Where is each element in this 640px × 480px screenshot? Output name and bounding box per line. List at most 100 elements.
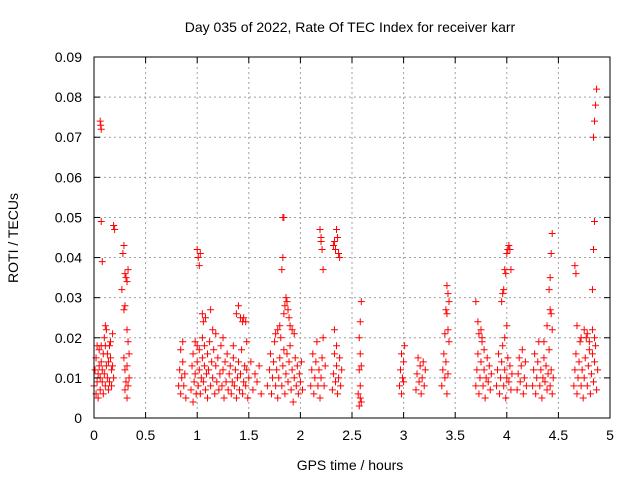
data-point — [503, 322, 511, 330]
x-tick-label: 3.5 — [445, 427, 465, 443]
data-point — [577, 334, 585, 342]
x-tick-label: 0 — [90, 427, 98, 443]
data-point — [283, 350, 291, 358]
data-point — [499, 290, 507, 298]
data-point — [121, 302, 129, 310]
data-point — [336, 254, 344, 262]
data-point — [441, 330, 449, 338]
data-point — [589, 378, 597, 386]
data-point — [189, 350, 197, 358]
data-point — [484, 378, 492, 386]
data-point — [547, 250, 555, 258]
data-point — [265, 366, 273, 374]
data-point — [501, 266, 509, 274]
data-point — [209, 326, 217, 334]
data-point — [591, 117, 599, 125]
data-point — [400, 378, 408, 386]
data-point — [282, 294, 290, 302]
data-point — [280, 310, 288, 318]
data-point — [121, 270, 129, 278]
data-point — [395, 382, 403, 390]
data-point — [416, 362, 424, 370]
data-point — [442, 358, 450, 366]
data-point — [585, 338, 593, 346]
data-point — [355, 402, 363, 410]
data-point — [473, 366, 481, 374]
data-point — [482, 374, 490, 382]
data-point — [522, 382, 530, 390]
data-point — [498, 358, 506, 366]
data-point — [538, 394, 546, 402]
data-point — [357, 298, 365, 306]
data-point — [97, 125, 105, 133]
data-point — [272, 382, 280, 390]
data-point — [218, 382, 226, 390]
data-point — [476, 374, 484, 382]
data-point — [200, 362, 208, 370]
data-point — [308, 366, 316, 374]
data-point — [401, 342, 409, 350]
data-point — [398, 350, 406, 358]
data-point — [474, 350, 482, 358]
data-point — [189, 398, 197, 406]
data-point — [317, 374, 325, 382]
data-point — [485, 362, 493, 370]
data-point — [105, 342, 113, 350]
data-point — [335, 250, 343, 258]
data-point — [517, 362, 525, 370]
data-point — [244, 394, 252, 402]
data-point — [481, 394, 489, 402]
data-point — [336, 354, 344, 362]
data-point — [263, 382, 271, 390]
data-point — [414, 354, 422, 362]
data-point — [245, 374, 253, 382]
data-point — [124, 338, 132, 346]
y-tick-label: 0 — [74, 410, 82, 426]
data-point — [123, 362, 131, 370]
data-point — [443, 282, 451, 290]
data-point — [193, 358, 201, 366]
data-point — [443, 310, 451, 318]
data-point — [531, 350, 539, 358]
data-point — [191, 338, 199, 346]
x-tick-label: 4.5 — [549, 427, 569, 443]
data-point — [214, 354, 222, 362]
data-point — [357, 398, 365, 406]
data-point — [397, 366, 405, 374]
data-point — [253, 378, 261, 386]
data-point — [232, 310, 240, 318]
data-point — [194, 254, 202, 262]
data-point — [188, 362, 196, 370]
data-point — [591, 334, 599, 342]
data-point — [337, 382, 345, 390]
data-point — [95, 362, 103, 370]
data-point — [249, 386, 257, 394]
data-point — [101, 382, 109, 390]
x-tick-label: 0.5 — [136, 427, 156, 443]
data-point — [334, 234, 342, 241]
data-point — [329, 370, 337, 378]
data-point — [103, 374, 111, 382]
data-point — [319, 266, 327, 274]
data-point — [317, 238, 325, 246]
data-point — [356, 382, 364, 390]
data-point — [257, 390, 265, 398]
data-point — [515, 354, 523, 362]
data-point — [581, 354, 589, 362]
data-point — [514, 370, 522, 378]
data-point — [585, 346, 593, 354]
data-point — [438, 382, 446, 390]
data-point — [570, 382, 578, 390]
data-point — [274, 326, 282, 334]
data-point — [502, 270, 510, 278]
data-point — [215, 386, 223, 394]
data-point — [273, 366, 281, 374]
data-point — [104, 386, 112, 394]
data-point — [198, 334, 206, 342]
data-point — [321, 362, 329, 370]
data-point — [413, 370, 421, 378]
data-point — [283, 298, 291, 306]
data-point — [230, 382, 238, 390]
data-point — [500, 382, 508, 390]
data-point — [180, 382, 188, 390]
